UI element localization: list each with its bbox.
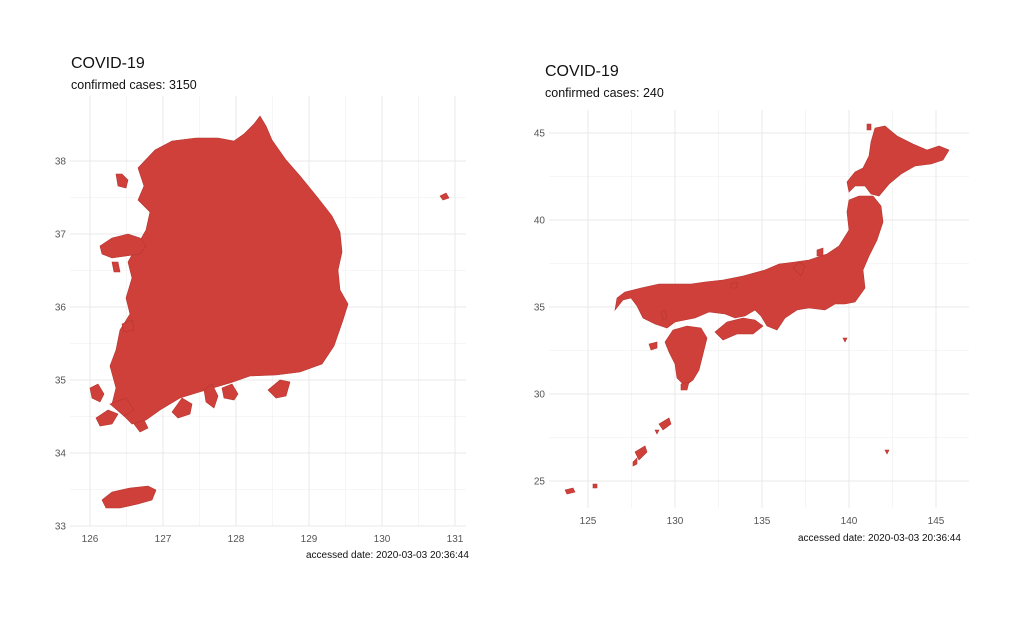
korea-x-axis: 126 127 128 129 130 131 [82,534,464,545]
korea-south-island [133,419,149,433]
japan-x-tick-label: 130 [667,516,684,527]
japan-x-tick-label: 145 [928,516,945,527]
korea-y-tick-label: 35 [55,376,67,387]
japan-tsushima [660,309,668,321]
japan-amami [658,417,672,431]
japan-caption: accessed date: 2020-03-03 20:36:44 [798,533,961,544]
japan-rebun [866,123,872,131]
japan-miyako [592,483,598,489]
japan-y-tick-label: 40 [534,216,546,227]
japan-sado [816,247,824,257]
korea-x-tick-label: 129 [301,534,318,545]
korea-landmass [89,115,450,509]
japan-hachijo [842,337,848,343]
japan-islet [632,457,638,467]
korea-y-tick-label: 37 [55,230,67,241]
japan-x-axis: 125 130 135 140 145 [580,516,945,527]
japan-yaeyama [564,487,576,495]
korea-x-tick-label: 130 [374,534,391,545]
japan-y-tick-label: 30 [534,390,546,401]
japan-okinawa [634,445,648,461]
korea-y-tick-label: 34 [55,449,67,460]
japan-tanegashima [680,381,690,391]
korea-south-island [221,383,239,401]
korea-west-island [99,233,147,259]
japan-hokkaido [846,125,950,197]
japan-map-panel: COVID-19 confirmed cases: 240 [509,0,1018,621]
korea-mainland [109,115,349,425]
japan-y-axis: 25 30 35 40 45 [534,129,546,488]
japan-noto [792,261,806,277]
japan-y-tick-label: 45 [534,129,546,140]
korea-geoje-island [267,379,291,399]
korea-map-svg: 126 127 128 129 130 131 33 34 35 36 37 38 [55,96,466,545]
korea-y-tick-label: 33 [55,522,67,533]
japan-subtitle: confirmed cases: 240 [545,86,664,100]
japan-goto-islands [648,341,658,351]
japan-map-svg: 125 130 135 140 145 25 30 35 40 45 [534,110,969,527]
korea-islet [115,173,129,189]
korea-x-tick-label: 131 [447,534,464,545]
korea-south-island [171,397,193,419]
korea-southwest-island [95,409,119,427]
korea-x-tick-label: 127 [155,534,172,545]
korea-y-tick-label: 36 [55,303,67,314]
korea-y-tick-label: 38 [55,157,67,168]
japan-oki [730,281,738,289]
korea-x-tick-label: 128 [228,534,245,545]
korea-title: COVID-19 [71,55,145,72]
japan-landmass [564,123,950,495]
korea-subtitle: confirmed cases: 3150 [71,78,197,92]
korea-southwest-island [109,397,135,417]
korea-map-panel: COVID-19 confirmed cases: 3150 126 1 [55,55,469,561]
korea-southwest-island [89,383,105,403]
japan-x-tick-label: 125 [580,516,597,527]
japan-title: COVID-19 [545,63,619,80]
japan-y-tick-label: 35 [534,303,546,314]
korea-south-island [203,383,219,409]
korea-jeju-island [101,485,157,509]
korea-islet [111,261,121,273]
japan-islet [654,429,660,435]
korea-x-tick-label: 126 [82,534,99,545]
korea-islet [121,319,135,333]
korea-y-axis: 33 34 35 36 37 38 [55,157,67,533]
japan-x-tick-label: 140 [841,516,858,527]
japan-islet [884,449,890,455]
japan-shikoku [714,317,764,341]
japan-kyushu [664,325,708,387]
korea-ulleung-island [439,192,450,201]
japan-honshu [614,195,884,331]
japan-x-tick-label: 135 [754,516,771,527]
korea-caption: accessed date: 2020-03-03 20:36:44 [306,550,469,561]
japan-y-tick-label: 25 [534,477,546,488]
